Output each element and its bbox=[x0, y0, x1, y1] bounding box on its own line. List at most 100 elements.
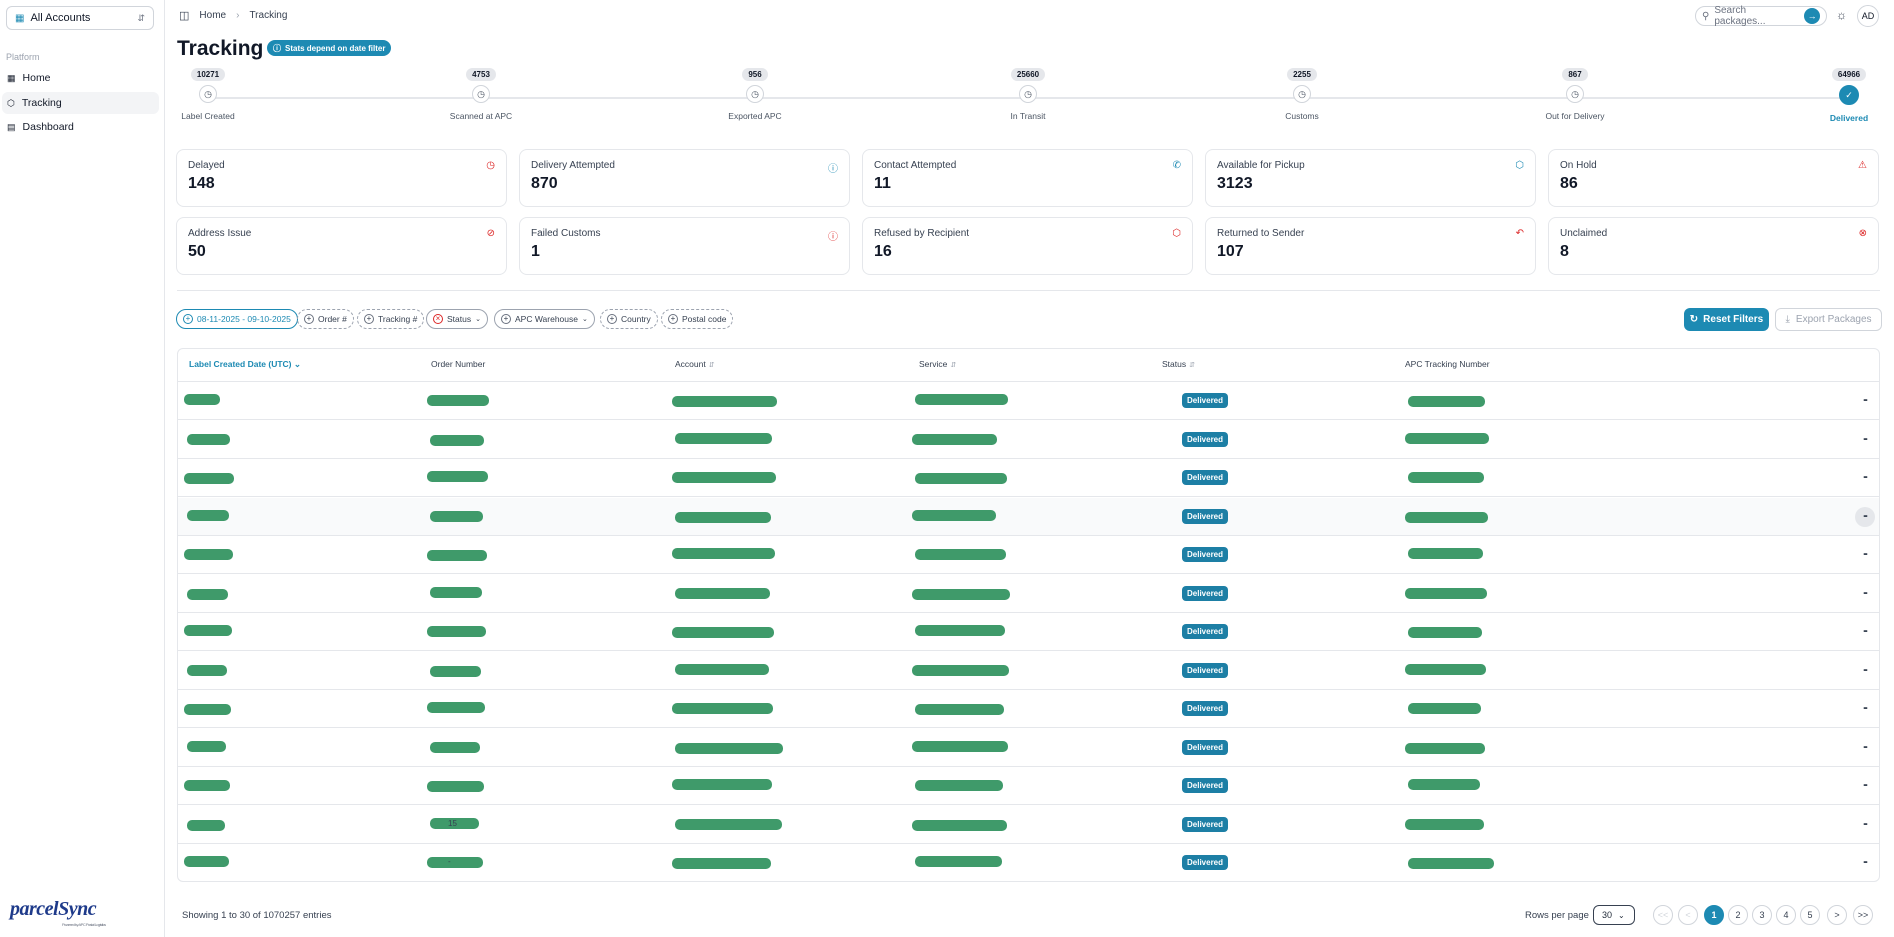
step-delivered[interactable]: 64966 ✓ Delivered bbox=[1789, 68, 1894, 123]
redacted-cell bbox=[912, 588, 1010, 600]
column-header-apc-tracking[interactable]: APC Tracking Number bbox=[1405, 359, 1490, 369]
sidebar-item-tracking[interactable]: ⬡ Tracking bbox=[2, 92, 159, 114]
row-actions-icon[interactable]: ••• bbox=[1863, 821, 1867, 828]
filter-postal-code[interactable]: + Postal code bbox=[661, 309, 734, 329]
redacted-cell bbox=[915, 549, 1006, 560]
redacted-cell bbox=[672, 779, 772, 790]
prev-page-button[interactable]: < bbox=[1678, 905, 1698, 925]
row-actions-icon[interactable]: ••• bbox=[1863, 744, 1867, 751]
table-row[interactable]: Delivered ••• bbox=[178, 382, 1879, 420]
redacted-cell bbox=[1408, 858, 1494, 869]
filter-tracking-number[interactable]: + Tracking # bbox=[357, 309, 425, 329]
table-row[interactable]: Delivered ••• bbox=[178, 421, 1879, 459]
search-icon: ⚲ bbox=[1702, 10, 1710, 22]
account-selector[interactable]: ▦ All Accounts ⇵ bbox=[6, 6, 154, 30]
row-actions-icon[interactable]: ••• bbox=[1863, 706, 1867, 712]
filter-country[interactable]: + Country bbox=[600, 309, 658, 329]
card-address-issue[interactable]: Address Issue 50 ⊘ bbox=[176, 217, 507, 275]
page-title: Tracking bbox=[177, 37, 264, 60]
row-actions-icon[interactable]: ••• bbox=[1863, 667, 1867, 674]
page-button-2[interactable]: 2 bbox=[1728, 905, 1748, 925]
theme-toggle-icon[interactable]: ☼ bbox=[1836, 8, 1847, 22]
rows-per-page-select[interactable]: 30 ⌄ bbox=[1593, 905, 1635, 925]
filter-status[interactable]: × Status ⌄ bbox=[426, 309, 488, 329]
table-row[interactable]: Delivered ••• bbox=[178, 575, 1879, 613]
card-refused-by-recipient[interactable]: Refused by Recipient 16 ⬡ bbox=[862, 217, 1193, 275]
table-row[interactable]: Delivered ••• bbox=[178, 459, 1879, 497]
redacted-cell bbox=[675, 742, 783, 754]
redacted-cell bbox=[915, 625, 1005, 636]
reset-filters-button[interactable]: ↻ Reset Filters bbox=[1684, 308, 1769, 331]
clock-icon: ◷ bbox=[472, 85, 490, 103]
sidebar-item-home[interactable]: ▦ Home bbox=[2, 67, 159, 89]
export-packages-button[interactable]: ⤓ Export Packages bbox=[1775, 308, 1882, 331]
last-page-button[interactable]: >> bbox=[1853, 905, 1873, 925]
chevron-down-icon: ⌄ bbox=[582, 316, 588, 323]
sidebar-item-dashboard[interactable]: ▤ Dashboard bbox=[2, 116, 159, 138]
sort-icon: ⇵ bbox=[1189, 362, 1195, 369]
table-row[interactable]: Delivered ••• bbox=[178, 652, 1879, 690]
table-row[interactable]: Delivered ••• bbox=[178, 690, 1879, 728]
search-input[interactable]: ⚲ Search packages... → bbox=[1695, 5, 1827, 27]
column-header-account[interactable]: Account ⇵ bbox=[675, 359, 715, 369]
row-actions-icon[interactable]: ••• bbox=[1863, 629, 1867, 635]
card-returned-to-sender[interactable]: Returned to Sender 107 ↶ bbox=[1205, 217, 1536, 275]
column-header-status[interactable]: Status ⇵ bbox=[1162, 359, 1195, 369]
page-button-4[interactable]: 4 bbox=[1776, 905, 1796, 925]
table-row[interactable]: Delivered ••• bbox=[178, 613, 1879, 651]
filter-date-range[interactable]: + 08-11-2025 - 09-10-2025 bbox=[176, 309, 298, 329]
row-actions-icon[interactable]: ••• bbox=[1863, 436, 1867, 443]
step-scanned-at-apc[interactable]: 4753 ◷ Scanned at APC bbox=[421, 68, 541, 121]
step-exported-apc[interactable]: 956 ◷ Exported APC bbox=[695, 68, 815, 121]
card-unclaimed[interactable]: Unclaimed 8 ⊗ bbox=[1548, 217, 1879, 275]
page-button-3[interactable]: 3 bbox=[1752, 905, 1772, 925]
page-button-5[interactable]: 5 bbox=[1800, 905, 1820, 925]
row-actions-icon[interactable]: ••• bbox=[1863, 860, 1867, 866]
column-header-order-number[interactable]: Order Number bbox=[431, 359, 485, 369]
table-row[interactable]: Delivered ••• bbox=[178, 497, 1879, 536]
sidebar-toggle-icon[interactable]: ◫ bbox=[179, 10, 190, 22]
map-pin-off-icon: ⊘ bbox=[486, 228, 495, 239]
card-available-for-pickup[interactable]: Available for Pickup 3123 ⬡ bbox=[1205, 149, 1536, 207]
sort-icon: ⇵ bbox=[708, 362, 715, 369]
entries-summary: Showing 1 to 30 of 1070257 entries bbox=[182, 910, 332, 921]
row-actions-icon[interactable]: ••• bbox=[1863, 398, 1867, 404]
row-actions-icon[interactable]: ••• bbox=[1863, 475, 1867, 481]
breadcrumb-home[interactable]: Home bbox=[199, 10, 227, 21]
card-failed-customs[interactable]: Failed Customs 1 ⓘ bbox=[519, 217, 850, 275]
clock-icon: ◷ bbox=[746, 85, 764, 103]
row-actions-icon[interactable]: ••• bbox=[1863, 783, 1867, 789]
first-page-button[interactable]: << bbox=[1653, 905, 1673, 925]
info-icon: ⓘ bbox=[273, 43, 281, 53]
table-row[interactable]: Delivered ••• bbox=[178, 536, 1879, 574]
table-row[interactable]: - Delivered ••• bbox=[178, 844, 1879, 881]
step-customs[interactable]: 2255 ◷ Customs bbox=[1242, 68, 1362, 121]
card-value: 8 bbox=[1560, 243, 1569, 260]
chip-label: Postal code bbox=[682, 314, 727, 324]
card-delayed[interactable]: Delayed 148 ◷ bbox=[176, 149, 507, 207]
filter-order-number[interactable]: + Order # bbox=[297, 309, 354, 329]
column-header-service[interactable]: Service ⇵ bbox=[919, 359, 956, 369]
chevron-down-icon: ⌄ bbox=[1618, 910, 1625, 920]
avatar[interactable]: AD bbox=[1857, 5, 1879, 27]
column-header-label: APC Tracking Number bbox=[1405, 359, 1490, 369]
row-actions-icon[interactable]: ••• bbox=[1863, 552, 1867, 558]
step-out-for-delivery[interactable]: 867 ◷ Out for Delivery bbox=[1515, 68, 1635, 121]
row-actions-icon[interactable]: ••• bbox=[1855, 506, 1875, 527]
search-submit-button[interactable]: → bbox=[1804, 8, 1820, 24]
step-in-transit[interactable]: 25660 ◷ In Transit bbox=[968, 68, 1088, 121]
breadcrumb-current: Tracking bbox=[249, 10, 288, 21]
page-button-1[interactable]: 1 bbox=[1704, 905, 1724, 925]
card-on-hold[interactable]: On Hold 86 ⚠ bbox=[1548, 149, 1879, 207]
card-contact-attempted[interactable]: Contact Attempted 11 ✆ bbox=[862, 149, 1193, 207]
step-label-created[interactable]: 10271 ◷ Label Created bbox=[148, 68, 268, 121]
filter-apc-warehouse[interactable]: + APC Warehouse ⌄ bbox=[494, 309, 595, 329]
table-row[interactable]: Delivered ••• bbox=[178, 729, 1879, 767]
card-delivery-attempted[interactable]: Delivery Attempted 870 ⓘ bbox=[519, 149, 850, 207]
account-selector-label: All Accounts bbox=[30, 12, 91, 24]
table-row[interactable]: 15 Delivered ••• bbox=[178, 806, 1879, 844]
column-header-label-created[interactable]: Label Created Date (UTC) ⌄ bbox=[189, 359, 301, 370]
next-page-button[interactable]: > bbox=[1827, 905, 1847, 925]
table-row[interactable]: Delivered ••• bbox=[178, 767, 1879, 805]
row-actions-icon[interactable]: ••• bbox=[1863, 590, 1867, 597]
